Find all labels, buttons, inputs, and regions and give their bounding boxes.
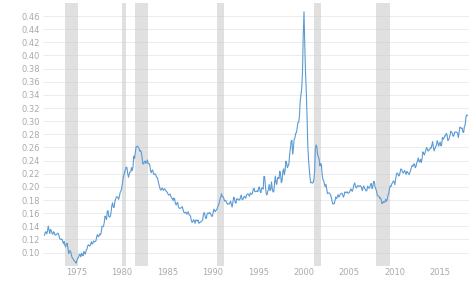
Bar (136, 3, 148, 266)
Bar (217, 3, 224, 266)
Bar (65, 3, 78, 266)
Bar (314, 3, 321, 266)
Bar (376, 3, 390, 266)
Bar (122, 3, 127, 266)
